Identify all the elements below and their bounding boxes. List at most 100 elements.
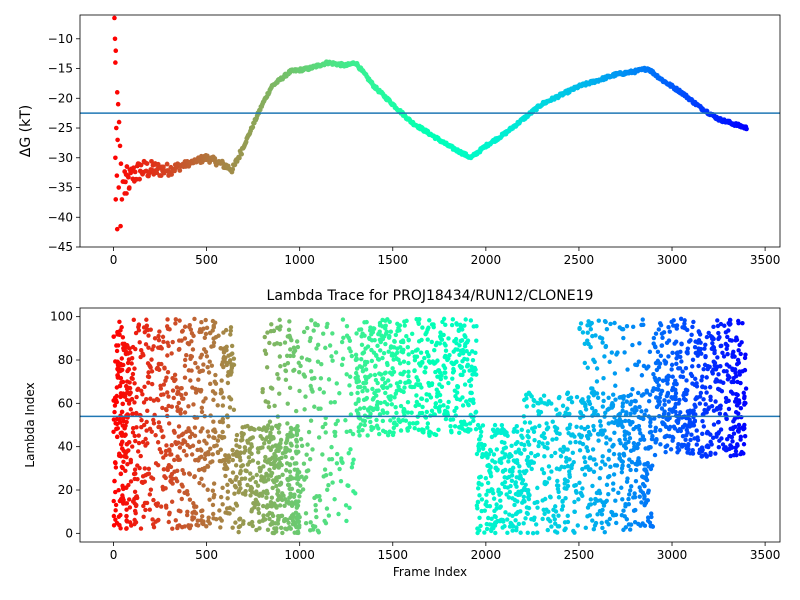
lambda-point — [502, 440, 507, 446]
lambda-point — [410, 349, 415, 355]
lambda-point — [195, 518, 200, 523]
lambda-point — [245, 440, 251, 445]
lambda-x-tick-label: 3000 — [657, 548, 688, 562]
lambda-y-axis-label: Lambda Index — [23, 382, 37, 467]
lambda-point — [597, 475, 602, 481]
lambda-point — [514, 527, 519, 533]
lambda-point — [636, 359, 642, 364]
lambda-point — [701, 424, 707, 429]
lambda-point — [600, 454, 605, 459]
lambda-point — [171, 395, 176, 401]
lambda-point — [176, 347, 182, 352]
lambda-point — [374, 423, 380, 428]
lambda-point — [290, 455, 295, 461]
lambda-point — [256, 510, 262, 516]
lambda-point — [663, 434, 668, 439]
lambda-point — [193, 390, 199, 395]
lambda-point — [282, 362, 287, 368]
lambda-point — [517, 464, 522, 469]
lambda-point — [328, 471, 333, 477]
lambda-point — [285, 401, 290, 406]
lambda-point — [614, 520, 619, 526]
lambda-point — [143, 342, 149, 347]
lambda-point — [163, 378, 168, 383]
lambda-point — [265, 491, 270, 496]
lambda-point — [354, 356, 359, 361]
lambda-point — [288, 491, 293, 496]
lambda-point — [155, 518, 161, 523]
lambda-point — [190, 347, 196, 352]
lambda-point — [639, 409, 644, 414]
lambda-point — [380, 324, 385, 329]
lambda-point — [146, 380, 151, 385]
lambda-point — [567, 422, 573, 428]
delta-g-x-axis: 0 500 1000 1500 2000 2500 3000 3500 — [110, 247, 780, 267]
lambda-point — [642, 496, 647, 501]
lambda-point — [223, 473, 228, 479]
lambda-point — [731, 379, 736, 385]
lambda-point — [124, 513, 129, 519]
lambda-point — [454, 340, 459, 346]
lambda-point — [552, 517, 558, 522]
lambda-point — [666, 399, 672, 404]
lambda-point — [376, 331, 381, 337]
lambda-point — [671, 323, 676, 328]
lambda-point — [168, 474, 173, 479]
lambda-point — [710, 340, 715, 346]
lambda-point — [626, 431, 632, 436]
lambda-point — [256, 449, 261, 455]
lambda-point — [502, 484, 508, 490]
lambda-point — [657, 399, 662, 404]
lambda-point — [684, 446, 689, 451]
lambda-point — [500, 525, 505, 530]
lambda-point — [666, 325, 671, 330]
lambda-point — [168, 478, 173, 484]
lambda-point — [584, 445, 589, 450]
lambda-point — [196, 439, 202, 445]
lambda-point — [271, 328, 276, 334]
lambda-point — [126, 497, 132, 502]
lambda-point — [339, 362, 345, 368]
lambda-point — [317, 497, 323, 503]
lambda-point — [256, 502, 261, 507]
lambda-point — [635, 442, 641, 447]
lambda-point — [595, 512, 600, 517]
lambda-point — [542, 511, 547, 517]
lambda-point — [641, 475, 646, 480]
lambda-point — [180, 328, 185, 334]
lambda-point — [721, 446, 727, 451]
lambda-point — [211, 481, 217, 486]
lambda-point — [673, 409, 678, 415]
lambda-point — [499, 460, 504, 466]
lambda-point — [191, 501, 196, 506]
lambda-point — [288, 353, 293, 359]
lambda-point — [139, 417, 144, 423]
lambda-point — [672, 341, 677, 346]
lambda-point — [365, 388, 370, 393]
lambda-point — [678, 354, 683, 360]
delta-g-points — [112, 15, 749, 232]
lambda-point — [406, 378, 411, 384]
lambda-point — [529, 466, 534, 472]
lambda-point — [524, 404, 530, 409]
lambda-point — [690, 324, 695, 330]
lambda-point — [450, 376, 455, 381]
lambda-point — [706, 330, 711, 336]
lambda-point — [285, 421, 290, 426]
lambda-point — [161, 434, 166, 439]
lambda-point — [130, 411, 136, 416]
lambda-point — [179, 392, 184, 398]
lambda-point — [145, 472, 150, 477]
lambda-point — [513, 450, 518, 455]
lambda-point — [337, 466, 342, 472]
lambda-point — [454, 322, 460, 327]
lambda-point — [704, 375, 709, 380]
lambda-y-tick-label: 20 — [58, 483, 73, 497]
lambda-point — [139, 424, 144, 430]
lambda-point — [354, 379, 359, 385]
lambda-point — [153, 433, 158, 438]
lambda-point — [239, 430, 244, 436]
lambda-point — [659, 343, 664, 348]
lambda-point — [633, 507, 638, 513]
lambda-point — [236, 490, 241, 495]
